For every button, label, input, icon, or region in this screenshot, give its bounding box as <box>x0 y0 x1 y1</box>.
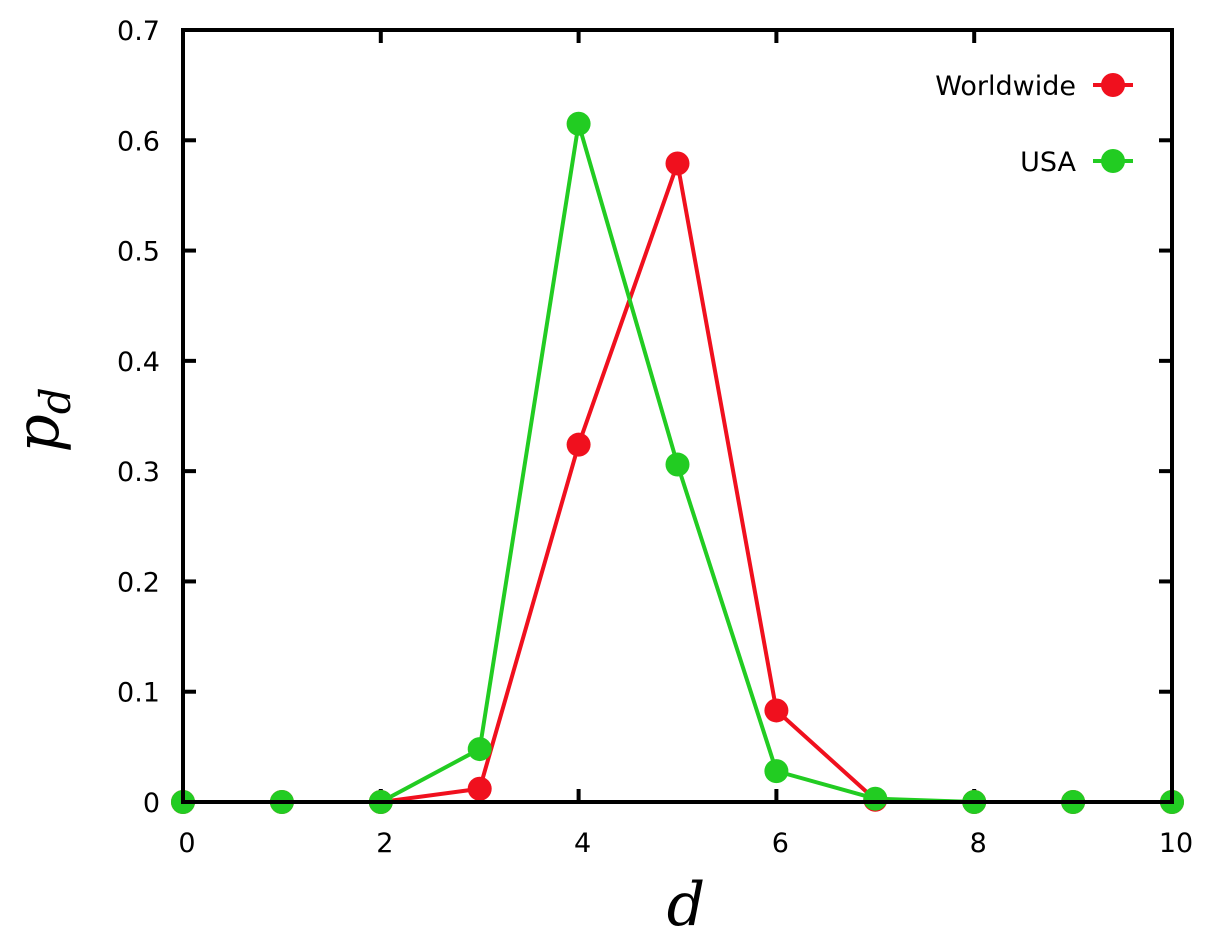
y-tick-label: 0.1 <box>117 678 160 709</box>
y-axis-title: pd <box>3 387 80 452</box>
plot-frame <box>181 28 1174 804</box>
axis-ticks <box>181 28 1174 804</box>
y-tick-label: 0 <box>143 788 160 819</box>
data-point-usa <box>665 452 690 477</box>
series-line-worldwide <box>183 161 1172 804</box>
x-tick-label: 2 <box>376 828 393 859</box>
x-tick-label: 6 <box>772 828 789 859</box>
data-point-usa <box>764 759 789 784</box>
legend-swatch-marker <box>1101 73 1125 97</box>
y-axis-title-main: p <box>3 414 73 452</box>
data-point-worldwide <box>764 698 789 723</box>
x-tick-label: 4 <box>574 828 591 859</box>
y-tick-label: 0.5 <box>117 237 160 268</box>
x-tick-label: 10 <box>1159 828 1193 859</box>
svg-text:pd: pd <box>3 387 80 452</box>
data-point-worldwide <box>665 151 690 176</box>
legend-label-worldwide: Worldwide <box>935 71 1076 102</box>
data-point-worldwide <box>467 776 492 801</box>
y-tick-label: 0.7 <box>117 16 160 47</box>
x-axis-title: d <box>667 870 705 935</box>
legend: Worldwide USA <box>935 71 1133 178</box>
data-point-worldwide <box>566 432 591 457</box>
y-tick-label: 0.3 <box>117 457 160 488</box>
data-point-usa <box>566 111 591 136</box>
y-tick-label: 0.6 <box>117 126 160 157</box>
x-tick-label: 8 <box>970 828 987 859</box>
tick-labels: 0 2 4 6 8 10 0 0.1 0.2 0.3 0.4 0.5 0.6 0.7 <box>117 16 1193 859</box>
legend-label-usa: USA <box>1020 147 1076 178</box>
y-tick-label: 0.2 <box>117 567 160 598</box>
y-axis-title-subscript: d <box>31 387 80 414</box>
y-tick-label: 0.4 <box>117 347 160 378</box>
data-point-usa <box>863 786 888 811</box>
data-point-usa <box>467 737 492 762</box>
series-points <box>171 111 1184 814</box>
x-tick-label: 0 <box>178 828 195 859</box>
legend-swatch-marker <box>1101 149 1125 173</box>
